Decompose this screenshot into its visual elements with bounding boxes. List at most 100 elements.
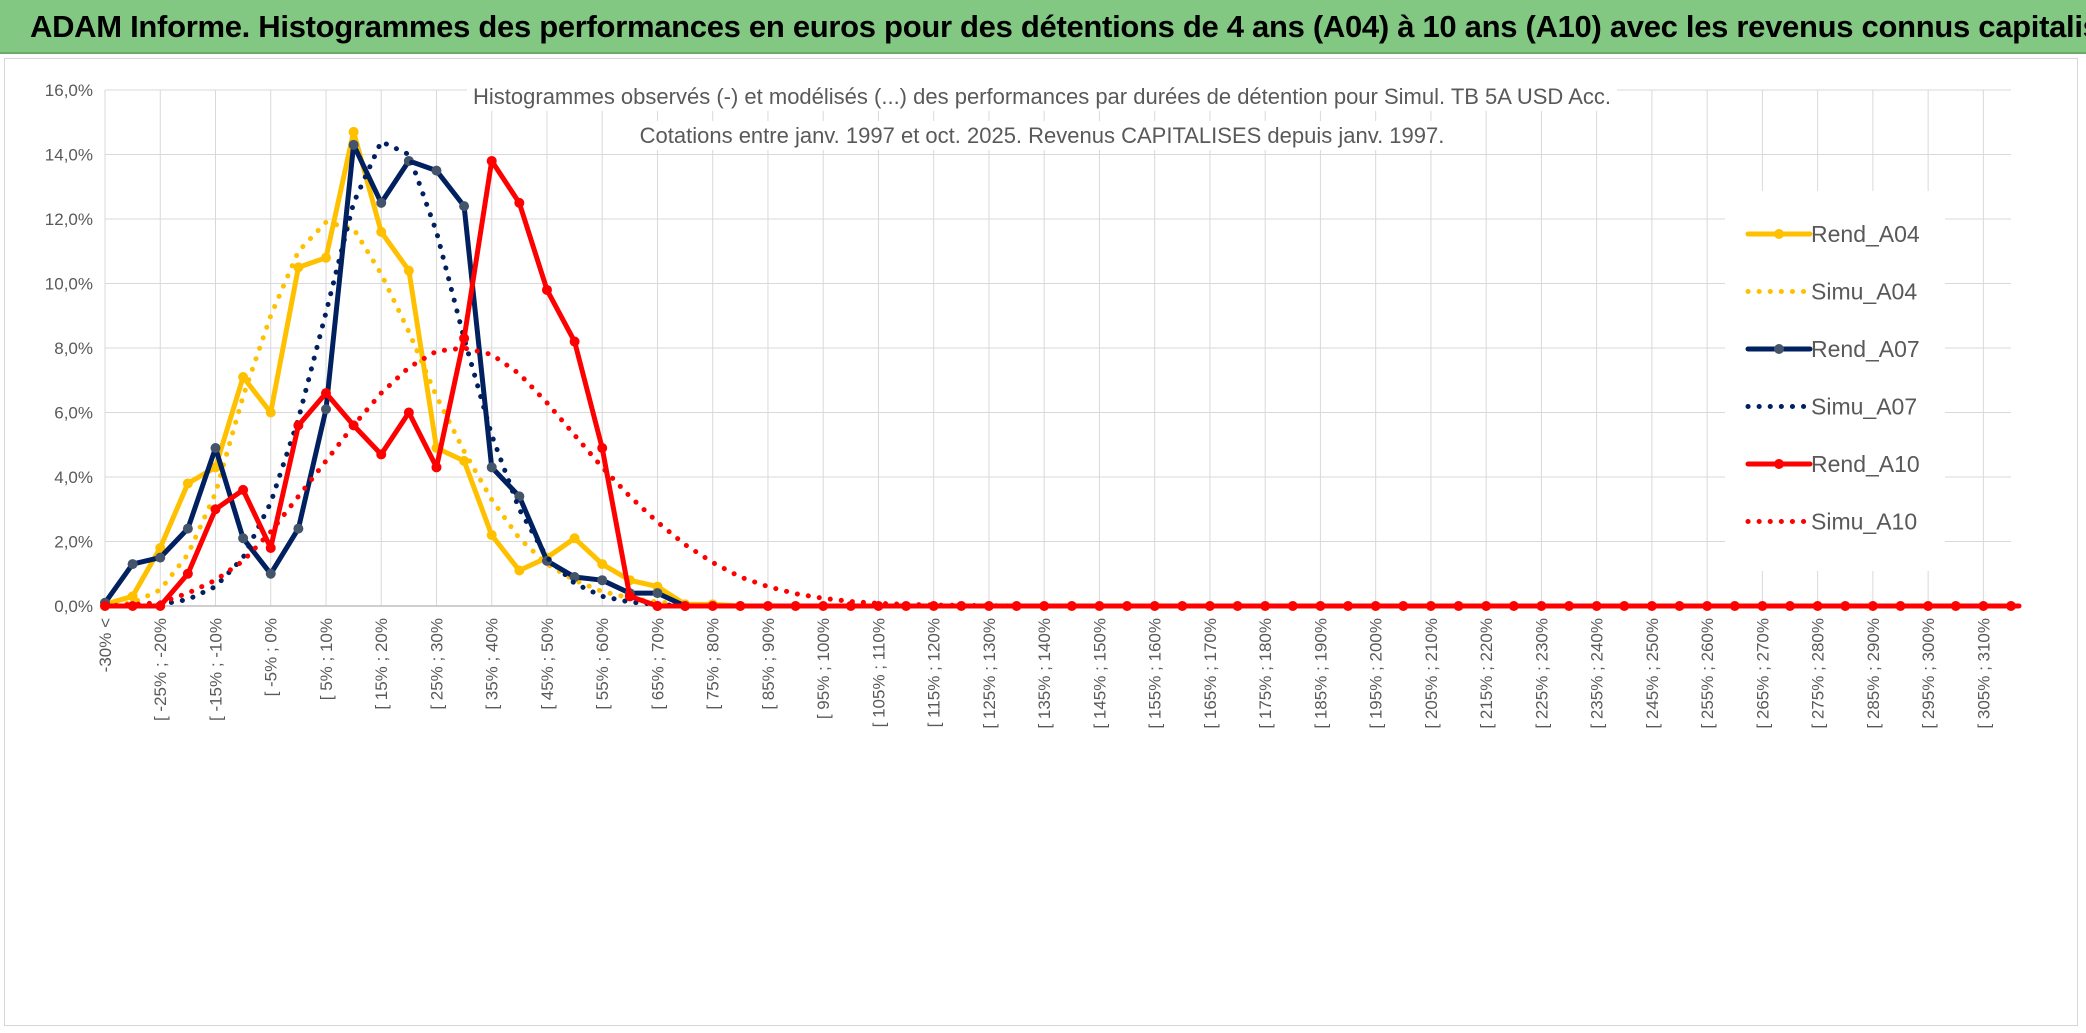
x-tick-label: [ 265% ; 270%	[1753, 618, 1772, 729]
data-point	[127, 601, 138, 611]
x-tick-label: -30% <	[96, 618, 115, 672]
data-point	[1039, 601, 1050, 611]
data-point	[569, 571, 580, 582]
data-point	[818, 601, 829, 611]
data-point	[845, 601, 856, 611]
x-tick-label: [ 305% ; 310%	[1974, 618, 1993, 729]
y-tick-label: 0,0%	[54, 597, 93, 616]
legend-label: Simu_A10	[1811, 509, 1917, 535]
data-point	[238, 484, 249, 495]
data-point	[182, 568, 193, 579]
chart-series	[100, 126, 2022, 611]
x-tick-label: [ 145% ; 150%	[1090, 618, 1109, 729]
banner-title: ADAM Informe. Histogrammes des performan…	[30, 9, 2086, 44]
data-point	[1536, 601, 1547, 611]
chart-titles: Histogrammes observés (-) et modélisés (…	[467, 82, 1617, 150]
title-backing	[467, 82, 1617, 111]
data-point	[1950, 601, 1961, 611]
data-point	[1978, 601, 1989, 611]
data-point	[348, 126, 359, 137]
data-point	[127, 591, 138, 602]
legend-label: Rend_A07	[1811, 336, 1920, 362]
x-tick-label: [ 285% ; 290%	[1864, 618, 1883, 729]
data-point	[320, 404, 331, 415]
x-tick-label: [ 5% ; 10%	[317, 618, 336, 700]
x-tick-label: [ -25% ; -20%	[151, 618, 170, 721]
data-point	[1674, 601, 1685, 611]
y-tick-label: 4,0%	[54, 468, 93, 487]
data-point	[155, 542, 166, 553]
data-point	[182, 478, 193, 489]
x-tick-label: [ 295% ; 300%	[1919, 618, 1938, 729]
data-point	[210, 442, 221, 453]
data-point	[597, 559, 608, 570]
x-tick-label: [ 185% ; 190%	[1311, 618, 1330, 729]
data-point	[1702, 601, 1713, 611]
data-point	[403, 407, 414, 418]
data-point	[541, 284, 552, 295]
title-backing	[633, 121, 1451, 150]
data-point	[1867, 601, 1878, 611]
data-point	[486, 462, 497, 473]
data-point	[1481, 601, 1492, 611]
legend-label: Simu_A07	[1811, 394, 1917, 420]
legend-background	[1725, 191, 1945, 571]
legend-marker	[1774, 344, 1784, 354]
data-point	[265, 407, 276, 418]
page-banner: ADAM Informe. Histogrammes des performan…	[0, 0, 2086, 54]
y-tick-label: 12,0%	[45, 210, 93, 229]
data-point	[1287, 601, 1298, 611]
x-tick-label: [ 235% ; 240%	[1588, 618, 1607, 729]
data-point	[1785, 601, 1796, 611]
data-point	[155, 552, 166, 563]
data-point	[1149, 601, 1160, 611]
data-point	[652, 601, 663, 611]
legend-marker	[1774, 229, 1784, 239]
data-point	[956, 601, 967, 611]
data-point	[762, 601, 773, 611]
x-tick-label: [ 225% ; 230%	[1532, 618, 1551, 729]
data-point	[459, 455, 470, 466]
data-point	[238, 372, 249, 383]
x-tick-label: [ 175% ; 180%	[1256, 618, 1275, 729]
data-point	[790, 601, 801, 611]
chart-title-line2: Cotations entre janv. 1997 et oct. 2025.…	[640, 123, 1445, 148]
data-point	[1425, 601, 1436, 611]
x-tick-label: [ 55% ; 60%	[593, 618, 612, 710]
series-line-simu-a10	[102, 345, 1020, 609]
data-point	[1122, 601, 1133, 611]
x-tick-label: [ 115% ; 120%	[925, 618, 944, 727]
data-point	[293, 262, 304, 273]
x-axis: -30% < [ -25% ; -20% [ -15% ; -10% [ -5% ; …	[96, 605, 2011, 729]
y-tick-label: 6,0%	[54, 404, 93, 423]
data-point	[1564, 601, 1575, 611]
data-point	[514, 491, 525, 502]
legend-marker	[1774, 459, 1784, 469]
data-point	[1232, 601, 1243, 611]
data-point	[431, 462, 442, 473]
data-point	[652, 588, 663, 599]
x-tick-label: [ 95% ; 100%	[814, 618, 833, 719]
data-point	[265, 568, 276, 579]
data-point	[928, 601, 939, 611]
series-line-rend-a07	[102, 142, 688, 609]
y-tick-label: 14,0%	[45, 146, 93, 165]
x-tick-label: [ 85% ; 90%	[759, 618, 778, 710]
data-point	[1757, 601, 1768, 611]
x-tick-label: [ 25% ; 30%	[427, 618, 446, 710]
x-tick-label: [ 135% ; 140%	[1035, 618, 1054, 729]
data-point	[1619, 601, 1630, 611]
data-point	[320, 388, 331, 399]
legend-label: Simu_A04	[1811, 279, 1917, 305]
data-point	[1370, 601, 1381, 611]
x-tick-label: [ -15% ; -10%	[206, 618, 225, 721]
data-point	[1646, 601, 1657, 611]
data-point	[127, 559, 138, 570]
data-point	[1895, 601, 1906, 611]
data-point	[707, 601, 718, 611]
x-tick-label: [ 165% ; 170%	[1201, 618, 1220, 729]
performance-histogram-chart: 0,0% 2,0% 4,0% 6,0% 8,0% 10,0% 12,0% 14,0% 16,0%…	[45, 81, 2022, 729]
y-axis: 0,0% 2,0% 4,0% 6,0% 8,0% 10,0% 12,0% 14,0% 16,0%	[45, 81, 93, 616]
data-point	[1508, 601, 1519, 611]
x-tick-label: [ 45% ; 50%	[538, 618, 557, 710]
